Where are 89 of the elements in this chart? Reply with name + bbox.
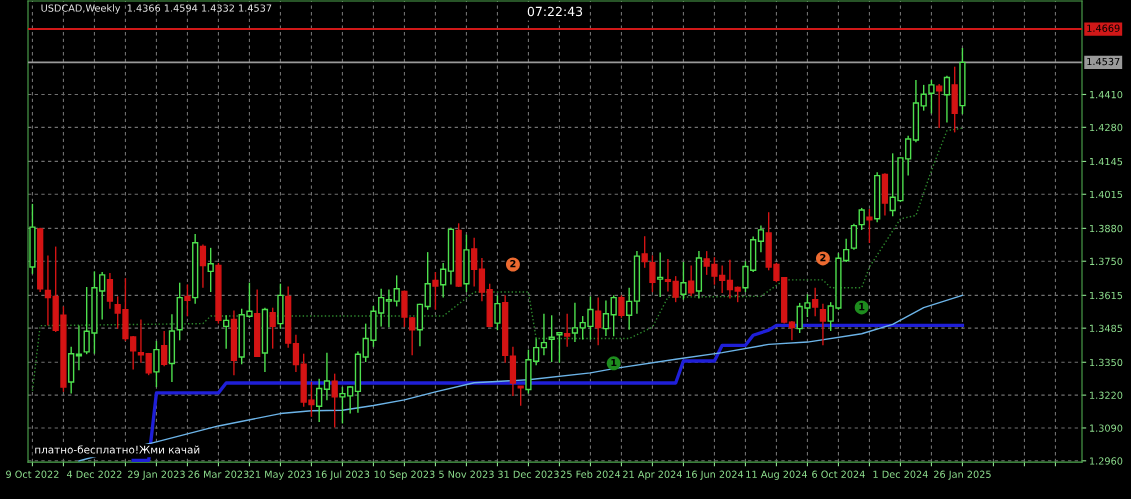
y-tick-label: 1.2960 bbox=[1090, 457, 1123, 465]
candlestick bbox=[866, 208, 873, 244]
candlestick bbox=[323, 351, 331, 401]
x-tick-label: 5 Nov 2023 bbox=[439, 470, 494, 478]
annotation: 2 bbox=[510, 259, 516, 268]
y-tick-label: 1.4145 bbox=[1090, 158, 1123, 166]
x-tick-label: 21 May 2023 bbox=[249, 470, 312, 480]
candlestick bbox=[432, 271, 439, 311]
candlestick bbox=[936, 83, 943, 129]
chart-title: USDCAD,Weekly 1.4366 1.4594 1.4332 1.4537 bbox=[41, 4, 272, 14]
x-tick-label: 9 Oct 2022 bbox=[6, 470, 59, 478]
y-tick-label: 1.3350 bbox=[1090, 358, 1123, 367]
candlestick bbox=[184, 283, 191, 317]
candlestick bbox=[424, 251, 431, 311]
candlestick bbox=[943, 75, 951, 124]
candlestick bbox=[641, 235, 648, 269]
x-tick-label: 26 Jan 2025 bbox=[934, 470, 991, 480]
candlestick bbox=[199, 243, 207, 289]
line-series bbox=[31, 127, 964, 392]
annotation: 2 bbox=[820, 253, 826, 262]
y-tick-label: 1.4280 bbox=[1090, 123, 1123, 132]
candlestick bbox=[726, 259, 734, 300]
candlestick bbox=[571, 301, 579, 343]
candlestick bbox=[819, 302, 827, 347]
y-tick-label: 1.4015 bbox=[1090, 190, 1123, 199]
candlestick bbox=[850, 223, 858, 251]
candlestick bbox=[688, 264, 695, 297]
candlestick bbox=[137, 318, 145, 364]
y-tick-label: 1.3750 bbox=[1090, 257, 1123, 266]
y-tick-label: 1.3615 bbox=[1090, 291, 1123, 300]
candlestick bbox=[106, 272, 114, 310]
annotation: 1 bbox=[611, 358, 617, 366]
x-tick-label: 11 Aug 2024 bbox=[746, 470, 808, 480]
candlestick bbox=[494, 294, 501, 331]
y-tick-label: 1.3485 bbox=[1090, 324, 1123, 332]
x-tick-label: 21 Apr 2024 bbox=[623, 470, 682, 480]
annotation: платно-бесплатно!Жми качай bbox=[35, 445, 200, 454]
candlestick bbox=[649, 254, 656, 293]
candlestick bbox=[223, 314, 230, 350]
candlestick bbox=[385, 288, 393, 328]
candlestick bbox=[928, 79, 935, 115]
candlestick bbox=[556, 331, 563, 364]
candlestick bbox=[602, 299, 610, 337]
x-tick-label: 26 Mar 2023 bbox=[188, 470, 249, 478]
candlestick bbox=[858, 207, 865, 231]
candlestick bbox=[153, 340, 160, 388]
candlestick bbox=[316, 378, 323, 423]
candlestick bbox=[595, 296, 602, 347]
annotation: 1 bbox=[859, 303, 865, 311]
x-tick-label: 31 Dec 2023 bbox=[498, 470, 559, 478]
candlestick bbox=[440, 262, 447, 299]
candlestick bbox=[920, 84, 927, 112]
ref-line-label: 1.4537 bbox=[1087, 57, 1120, 66]
x-tick-label: 4 Dec 2022 bbox=[66, 470, 122, 478]
ref-line-label: 1.4669 bbox=[1087, 24, 1120, 32]
x-tick-label: 16 Jul 2023 bbox=[315, 470, 370, 480]
y-tick-label: 1.3880 bbox=[1090, 224, 1123, 233]
x-tick-label: 29 Jan 2023 bbox=[128, 470, 185, 480]
candlestick bbox=[618, 294, 625, 319]
candlestick bbox=[564, 313, 571, 348]
x-tick-label: 1 Dec 2024 bbox=[873, 470, 928, 478]
candlestick bbox=[757, 224, 765, 253]
y-tick-label: 1.4410 bbox=[1090, 90, 1123, 99]
candlestick bbox=[672, 275, 679, 303]
candlestick bbox=[664, 258, 672, 293]
candlestick bbox=[788, 320, 796, 341]
candlestick bbox=[657, 251, 664, 298]
y-tick-label: 1.3220 bbox=[1090, 391, 1123, 399]
annotation: 07:22:43 bbox=[527, 6, 583, 17]
x-tick-label: 16 Jun 2024 bbox=[686, 470, 744, 480]
candlestick bbox=[292, 334, 300, 373]
candlestick bbox=[478, 257, 486, 302]
candlestick bbox=[626, 287, 633, 331]
candlestick bbox=[161, 330, 168, 368]
candlestick bbox=[207, 247, 214, 293]
candlestick bbox=[548, 314, 555, 363]
x-tick-label: 10 Sep 2023 bbox=[374, 470, 435, 480]
candlestick bbox=[540, 313, 548, 356]
candlestick bbox=[812, 287, 819, 317]
candlestick bbox=[610, 294, 617, 337]
candlestick bbox=[471, 237, 478, 288]
candlestick bbox=[331, 372, 338, 429]
x-tick-label: 6 Oct 2024 bbox=[812, 470, 865, 478]
candlestick bbox=[269, 307, 276, 350]
x-tick-label: 25 Feb 2024 bbox=[560, 470, 621, 478]
candlestick bbox=[44, 254, 52, 327]
candlestick bbox=[680, 261, 687, 301]
candlestick bbox=[393, 274, 400, 308]
y-tick-label: 1.3090 bbox=[1090, 424, 1123, 432]
